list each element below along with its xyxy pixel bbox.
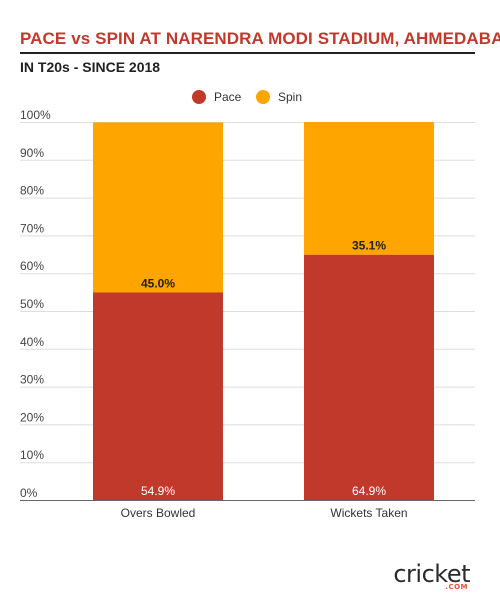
bar-pace-1 (304, 254, 434, 500)
chart-title: PACE vs SPIN AT NARENDRA MODI STADIUM, A… (20, 29, 500, 48)
y-tick-label: 90% (20, 146, 44, 160)
y-tick-label: 30% (20, 373, 44, 387)
chart-subtitle: IN T20s - SINCE 2018 (20, 59, 161, 75)
y-tick-label: 80% (20, 184, 44, 198)
y-tick-label: 60% (20, 259, 44, 273)
data-label-spin: 35.1% (352, 239, 386, 253)
legend-label-pace: Pace (214, 90, 242, 104)
y-tick-label: 0% (20, 486, 38, 500)
data-label-spin: 45.0% (141, 276, 175, 290)
legend-swatch-pace (192, 90, 206, 104)
y-tick-label: 20% (20, 410, 44, 424)
bar-spin-0 (93, 122, 223, 293)
data-label-pace: 54.9% (141, 484, 175, 498)
legend-label-spin: Spin (278, 90, 302, 104)
y-tick-label: 40% (20, 335, 44, 349)
cricket-com-logo: cricket .COM (393, 562, 470, 591)
legend-swatch-spin (256, 90, 270, 104)
x-category-label: Wickets Taken (330, 506, 407, 520)
y-tick-label: 50% (20, 297, 44, 311)
x-category-label: Overs Bowled (121, 506, 196, 520)
data-label-pace: 64.9% (352, 484, 386, 498)
logo-wordmark: cricket (393, 560, 470, 588)
y-tick-label: 70% (20, 221, 44, 235)
bar-spin-1 (304, 122, 434, 255)
bar-pace-0 (93, 292, 223, 500)
y-tick-label: 100% (20, 108, 51, 122)
logo-domain: .COM (445, 583, 468, 591)
title-rule (20, 52, 475, 54)
y-tick-label: 10% (20, 448, 44, 462)
